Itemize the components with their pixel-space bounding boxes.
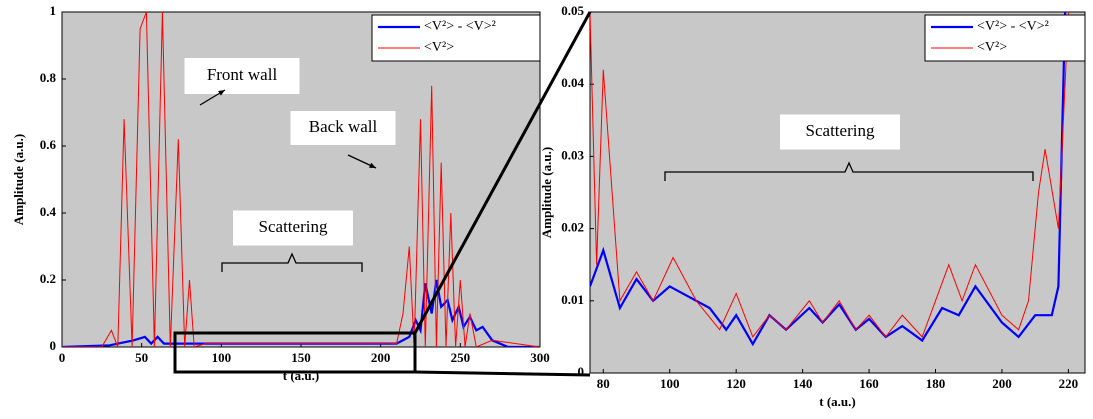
annotation-box (184, 58, 300, 94)
annotation: Scattering (806, 121, 875, 140)
axes-frame (589, 11, 1086, 374)
y-tick-label: 0.04 (561, 75, 584, 90)
series-line (590, 12, 1067, 347)
y-tick-label: 0.6 (40, 137, 57, 152)
y-tick-label: 0.8 (40, 70, 57, 85)
legend (371, 14, 541, 62)
zoom-line (413, 11, 592, 334)
legend-label: <V²> (424, 40, 454, 55)
legend (924, 14, 1086, 62)
y-axis-label: Amplitude (a.u.) (539, 147, 554, 238)
x-tick-label: 120 (726, 376, 746, 391)
series-line (62, 12, 540, 347)
y-axis-label: Amplitude (a.u.) (11, 134, 26, 225)
x-tick-label: 50 (135, 350, 148, 365)
x-tick-label: 250 (451, 350, 471, 365)
x-tick-label: 220 (1059, 376, 1079, 391)
y-tick-label: 1 (50, 3, 57, 18)
x-tick-label: 0 (59, 350, 66, 365)
x-axis-label: t (a.u.) (283, 368, 319, 383)
arrow-head (369, 162, 376, 168)
y-tick-label: 0.4 (40, 204, 57, 219)
y-tick-label: 0 (578, 364, 585, 379)
legend-label: <V²> - <V>² (977, 19, 1049, 34)
x-tick-label: 80 (597, 376, 610, 391)
plot-area (62, 12, 540, 347)
y-tick-label: 0 (50, 338, 57, 353)
x-tick-label: 180 (926, 376, 946, 391)
x-tick-label: 300 (530, 350, 550, 365)
annotation-box (290, 111, 396, 145)
annotation-box (233, 210, 353, 246)
x-tick-label: 140 (793, 376, 813, 391)
x-tick-label: 200 (992, 376, 1012, 391)
legend-label: <V²> (977, 40, 1007, 55)
x-tick-label: 100 (212, 350, 232, 365)
legend-label: <V²> - <V>² (424, 19, 496, 34)
series-line (590, 12, 1069, 338)
x-tick-label: 150 (291, 350, 311, 365)
x-tick-label: 100 (660, 376, 680, 391)
annotation: Scattering (259, 217, 328, 236)
arrow-head (218, 90, 225, 96)
y-tick-label: 0.2 (40, 271, 56, 286)
x-tick-label: 200 (371, 350, 391, 365)
y-tick-label: 0.01 (561, 292, 584, 307)
brace (221, 252, 363, 272)
x-axis-label: t (a.u.) (819, 394, 855, 409)
x-tick-label: 160 (859, 376, 879, 391)
annotation-box (780, 114, 900, 150)
plot-area (590, 12, 1085, 373)
zoom-box (173, 331, 417, 374)
annotation: Front wall (207, 65, 278, 84)
y-tick-label: 0.03 (561, 147, 584, 162)
brace (664, 161, 1034, 181)
zoom-line (414, 370, 591, 377)
y-tick-label: 0.02 (561, 220, 584, 235)
annotation: Back wall (309, 117, 378, 136)
y-tick-label: 0.05 (561, 3, 584, 18)
